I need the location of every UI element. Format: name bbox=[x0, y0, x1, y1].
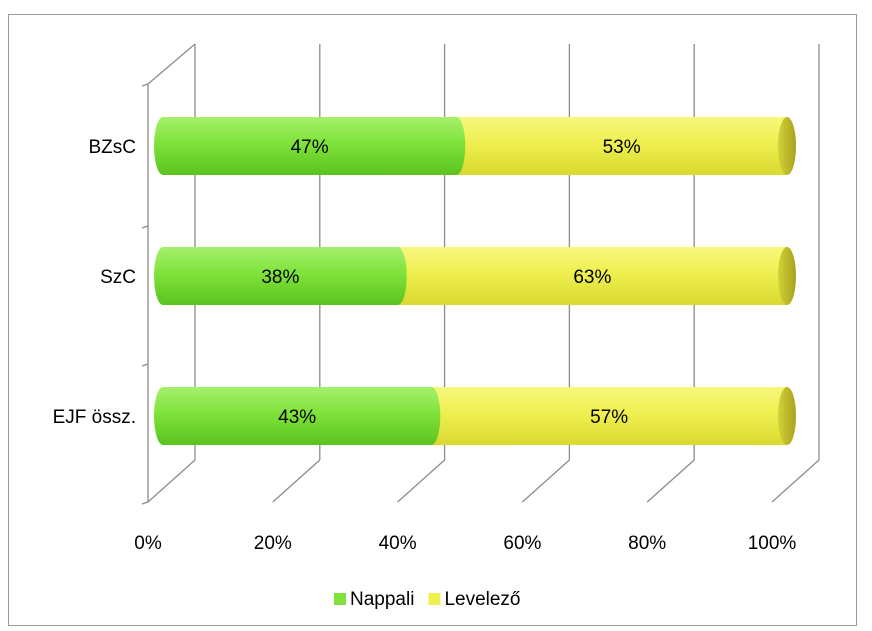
category-label: BZsC bbox=[89, 137, 137, 158]
grid-floor-line bbox=[272, 459, 321, 503]
legend-entry: Levelező bbox=[444, 589, 520, 610]
category-tick-mark bbox=[141, 225, 149, 229]
bar-segment-levelez- bbox=[422, 387, 796, 445]
grid-floor-line bbox=[646, 459, 695, 503]
legend-entry: Nappali bbox=[350, 589, 414, 610]
bar-segment-levelez- bbox=[388, 247, 796, 305]
bar-end-cap bbox=[778, 387, 796, 445]
data-label: 53% bbox=[603, 137, 641, 158]
x-tick-label: 100% bbox=[748, 533, 797, 554]
bar-segment-nappali bbox=[154, 117, 466, 175]
chart-frame bbox=[8, 14, 857, 626]
data-label: 63% bbox=[573, 267, 611, 288]
bars bbox=[154, 117, 796, 445]
category-axis-top-edge bbox=[147, 43, 196, 85]
labels: 0% 20% 40% 60% 80% 100% BZsC 47% 53% SzC 38% 63% EJF… bbox=[53, 137, 797, 554]
bar-end-cap bbox=[778, 247, 796, 305]
data-label: 47% bbox=[291, 137, 329, 158]
category-label: SzC bbox=[100, 267, 136, 288]
grid-floor-line bbox=[397, 459, 446, 503]
category-tick-mark bbox=[141, 501, 149, 505]
legend-swatch bbox=[428, 593, 441, 605]
data-label: 38% bbox=[261, 267, 299, 288]
category-label: EJF össz. bbox=[53, 407, 136, 428]
category-axis-floor-edge bbox=[147, 459, 196, 503]
data-label: 57% bbox=[590, 407, 628, 428]
bar-segment-levelez- bbox=[447, 117, 796, 175]
legend: Nappali Levelező bbox=[334, 589, 521, 610]
bar-segment-nappali bbox=[154, 387, 441, 445]
data-label: 43% bbox=[278, 407, 316, 428]
category-tick-mark bbox=[141, 363, 149, 367]
grid-floor-line bbox=[521, 459, 570, 503]
legend-swatch bbox=[334, 593, 346, 605]
bar-end-cap bbox=[778, 117, 796, 175]
axes bbox=[141, 43, 196, 505]
x-tick-label: 80% bbox=[628, 533, 666, 554]
x-tick-label: 40% bbox=[379, 533, 417, 554]
x-tick-label: 60% bbox=[503, 533, 541, 554]
x-tick-label: 20% bbox=[254, 533, 292, 554]
category-tick-mark bbox=[141, 83, 149, 87]
x-tick-label: 0% bbox=[134, 533, 162, 554]
bar-segment-nappali bbox=[154, 247, 407, 305]
grid-floor-line bbox=[771, 459, 820, 503]
